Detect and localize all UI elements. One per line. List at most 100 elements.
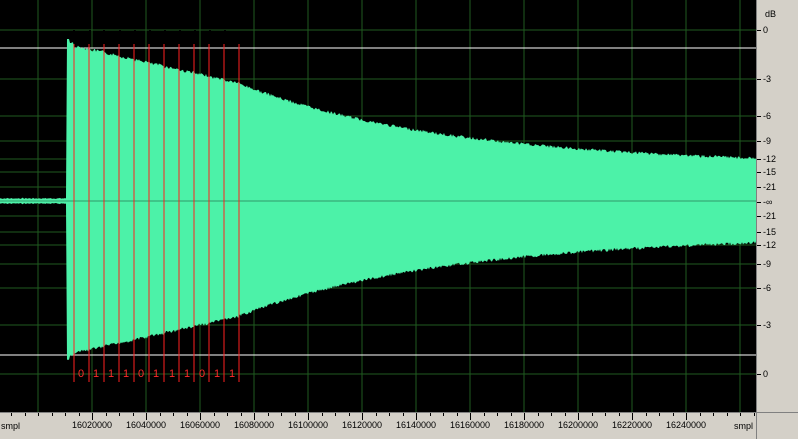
bit-marker-lines [73, 44, 240, 382]
time-minor-tick [403, 413, 404, 416]
db-label: -15 [763, 227, 777, 237]
bit-label: 1 [228, 368, 236, 380]
db-tick [757, 187, 761, 188]
db-tick [757, 216, 761, 217]
waveform-display[interactable] [0, 0, 756, 412]
time-minor-tick [11, 413, 12, 416]
time-minor-tick [295, 413, 296, 416]
time-minor-tick [713, 413, 714, 416]
time-minor-tick [173, 413, 174, 416]
db-ruler[interactable]: dB 0 -3 -6 -9 -12 -15 -21 -∞ -21 -15 -12… [756, 0, 798, 412]
time-minor-tick [133, 413, 134, 416]
time-minor-tick [187, 413, 188, 416]
segment-gap [164, 30, 166, 38]
db-label: -6 [763, 283, 772, 293]
segment-gap [149, 30, 151, 38]
time-minor-tick [38, 413, 39, 416]
db-tick [757, 116, 761, 117]
bit-label: 0 [77, 368, 85, 380]
time-minor-tick [646, 413, 647, 416]
time-minor-tick [484, 413, 485, 416]
segment-gap [134, 30, 136, 38]
db-label: 0 [763, 369, 769, 379]
db-tick [757, 374, 761, 375]
time-tick [470, 413, 471, 420]
time-tick [578, 413, 579, 420]
time-minor-tick [52, 413, 53, 416]
db-label: -9 [763, 136, 772, 146]
db-label: -3 [763, 320, 772, 330]
db-tick [757, 159, 761, 160]
segment-gap [194, 30, 196, 38]
time-tick [200, 413, 201, 420]
db-label: -12 [763, 240, 777, 250]
time-minor-tick [25, 413, 26, 416]
db-tick [757, 202, 761, 203]
time-minor-tick [79, 413, 80, 416]
bit-label: 1 [92, 368, 100, 380]
db-label: -12 [763, 154, 777, 164]
time-minor-tick [268, 413, 269, 416]
db-tick [757, 245, 761, 246]
time-label: 16180000 [503, 420, 545, 430]
time-minor-tick [565, 413, 566, 416]
time-minor-tick [551, 413, 552, 416]
db-label: -21 [763, 211, 777, 221]
db-tick [757, 79, 761, 80]
time-minor-tick [700, 413, 701, 416]
db-unit-label: dB [765, 9, 777, 19]
db-tick [757, 232, 761, 233]
time-minor-tick [754, 413, 755, 416]
time-tick [686, 413, 687, 420]
time-minor-tick [430, 413, 431, 416]
bit-label: 0 [198, 368, 206, 380]
time-unit-label-left: smpl [1, 421, 21, 431]
db-label: -∞ [763, 197, 773, 207]
time-minor-tick [349, 413, 350, 416]
time-label: 16240000 [665, 420, 707, 430]
time-label: 16160000 [449, 420, 491, 430]
time-label: 16200000 [557, 420, 599, 430]
time-tick [308, 413, 309, 420]
time-minor-tick [592, 413, 593, 416]
time-minor-tick [65, 413, 66, 416]
time-minor-tick [619, 413, 620, 416]
time-label: 16140000 [395, 420, 437, 430]
time-minor-tick [241, 413, 242, 416]
db-tick [757, 264, 761, 265]
time-label: 16060000 [179, 420, 221, 430]
db-label: -3 [763, 74, 772, 84]
time-minor-tick [160, 413, 161, 416]
db-tick [757, 172, 761, 173]
db-label: 0 [763, 25, 769, 35]
time-minor-tick [281, 413, 282, 416]
time-minor-tick [727, 413, 728, 416]
time-minor-tick [322, 413, 323, 416]
ruler-corner [756, 412, 798, 439]
time-label: 16100000 [287, 420, 329, 430]
time-minor-tick [673, 413, 674, 416]
segment-gap [73, 30, 75, 38]
time-minor-tick [457, 413, 458, 416]
db-tick [757, 141, 761, 142]
waveform-envelope [0, 39, 756, 360]
time-minor-tick [497, 413, 498, 416]
time-minor-tick [389, 413, 390, 416]
bit-label: 1 [213, 368, 221, 380]
db-tick [757, 325, 761, 326]
time-minor-tick [119, 413, 120, 416]
db-label: -6 [763, 111, 772, 121]
time-minor-tick [214, 413, 215, 416]
time-ruler[interactable]: smpl smpl 16020000 16040000 16060000 160… [0, 412, 756, 439]
time-tick [416, 413, 417, 420]
bit-label: 1 [168, 368, 176, 380]
time-tick [524, 413, 525, 420]
bit-label: 1 [152, 368, 160, 380]
db-label: -15 [763, 167, 777, 177]
time-tick [632, 413, 633, 420]
time-tick [254, 413, 255, 420]
time-minor-tick [335, 413, 336, 416]
time-label: 16040000 [125, 420, 167, 430]
time-label: 16080000 [233, 420, 275, 430]
